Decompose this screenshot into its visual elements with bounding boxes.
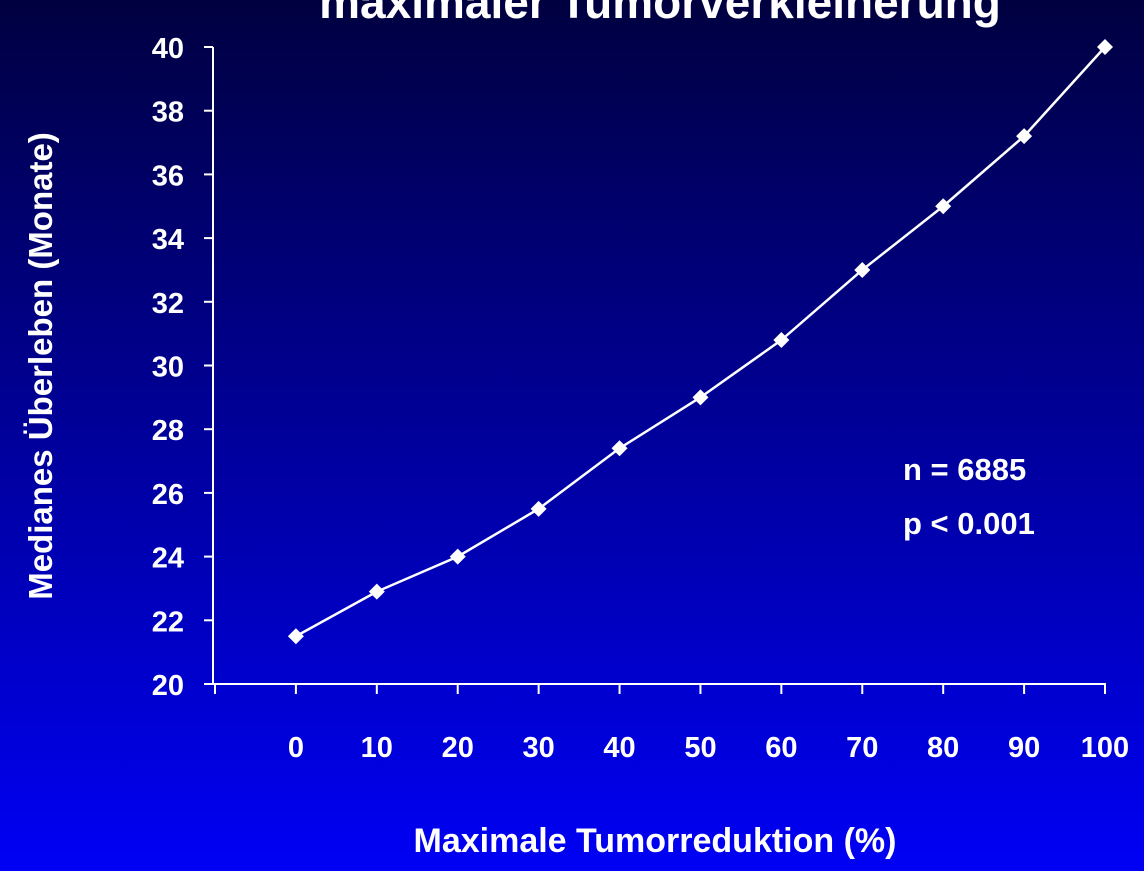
annotation: n = 6885	[903, 452, 1026, 487]
y-tick-label: 34	[152, 224, 184, 256]
x-tick-label: 90	[1008, 732, 1040, 764]
marker	[1016, 128, 1033, 145]
marker	[692, 389, 709, 406]
marker	[449, 548, 466, 565]
y-tick-label: 24	[152, 543, 184, 575]
x-tick-label: 20	[442, 732, 474, 764]
y-axis-label: Medianes Überleben (Monate)	[22, 132, 59, 600]
y-tick-label: 32	[152, 288, 184, 320]
marker	[854, 261, 871, 278]
x-tick-label: 30	[523, 732, 555, 764]
marker	[773, 332, 790, 349]
y-tick-label: 38	[152, 97, 184, 129]
y-tick-label: 22	[152, 606, 184, 638]
x-tick-label: 70	[846, 732, 878, 764]
x-tick-label: 50	[684, 732, 716, 764]
marker	[935, 198, 952, 215]
marker	[530, 500, 547, 517]
y-tick-label: 30	[152, 352, 184, 384]
y-tick-label: 40	[152, 33, 184, 65]
annotation: p < 0.001	[903, 506, 1035, 541]
chart-title: maximaler Tumorverkleinerung	[319, 0, 1001, 28]
y-tick-label: 20	[152, 670, 184, 702]
y-tick-label: 36	[152, 160, 184, 192]
marker	[287, 628, 304, 645]
marker	[368, 583, 385, 600]
x-tick-label: 80	[927, 732, 959, 764]
x-tick-label: 40	[603, 732, 635, 764]
x-tick-label: 60	[765, 732, 797, 764]
y-tick-label: 28	[152, 415, 184, 447]
marker	[611, 440, 628, 457]
x-axis-label: Maximale Tumorreduktion (%)	[414, 822, 897, 860]
x-tick-label: 0	[288, 732, 304, 764]
x-tick-label: 10	[361, 732, 393, 764]
x-tick-label: 100	[1081, 732, 1129, 764]
marker	[1097, 39, 1113, 55]
y-tick-label: 26	[152, 479, 184, 511]
